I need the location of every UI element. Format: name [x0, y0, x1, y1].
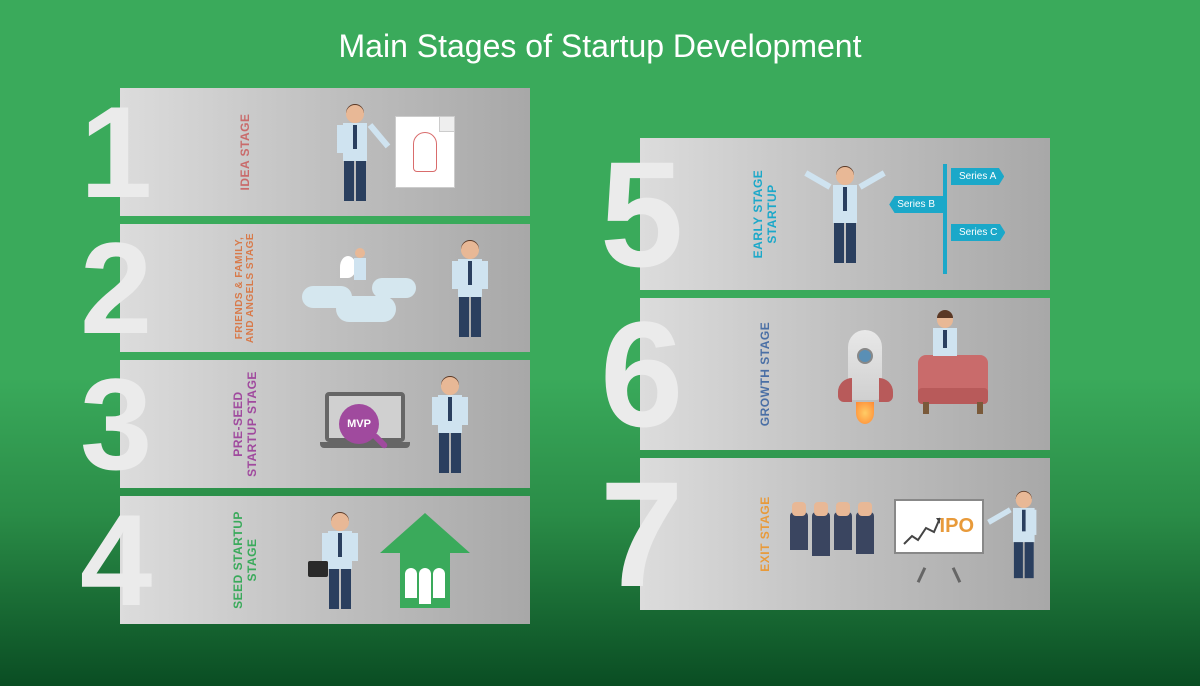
stage-number: 6: [600, 299, 683, 449]
arrow-up-team-icon: [380, 513, 470, 608]
stage-number: 2: [80, 223, 152, 353]
stage-number: 4: [80, 495, 152, 625]
person-icon: [450, 241, 490, 336]
paper-rocket-sketch-icon: [395, 116, 455, 188]
person-in-chair-icon: [913, 334, 993, 414]
stage-illustration-growth: [790, 298, 1040, 450]
ipo-text: IPO: [940, 515, 974, 538]
stage-number: 5: [600, 139, 683, 289]
rocket-icon: [838, 324, 893, 424]
chart-up-icon: [902, 514, 942, 546]
person-icon: [430, 377, 470, 472]
signpost-icon: Series A Series B Series C: [885, 154, 1005, 274]
ipo-board-icon: IPO: [894, 499, 984, 569]
stage-card-1: 1 IDEA STAGE: [120, 88, 530, 216]
stage-label: SEED STARTUP STAGE: [231, 500, 259, 620]
stage-number: 7: [600, 459, 683, 609]
stage-card-5: 5 EARLY STAGE STARTUP Series A Series B …: [640, 138, 1050, 290]
stage-illustration-idea: [270, 88, 520, 216]
stage-card-4: 4 SEED STARTUP STAGE: [120, 496, 530, 624]
stage-illustration-angels: [270, 224, 520, 352]
stage-label: FRIENDS & FAMILY, AND ANGELS STAGE: [234, 228, 256, 348]
stage-number: 1: [80, 87, 152, 217]
person-icon: [1006, 491, 1038, 577]
stage-card-6: 6 GROWTH STAGE: [640, 298, 1050, 450]
stage-illustration-mvp: MVP: [270, 360, 520, 488]
stage-label: IDEA STAGE: [238, 92, 252, 212]
stage-illustration-seed: [270, 496, 520, 624]
stage-illustration-series: Series A Series B Series C: [790, 138, 1040, 290]
stage-card-3: 3 PRE-SEED STARTUP STAGE MVP: [120, 360, 530, 488]
sign-series-a: Series A: [951, 168, 1004, 185]
stage-label: EARLY STAGE STARTUP: [751, 154, 779, 274]
stage-card-7: 7 EXIT STAGE IPO: [640, 458, 1050, 610]
person-icon: [320, 513, 360, 608]
angel-icon: [350, 248, 370, 288]
page-title: Main Stages of Startup Development: [0, 28, 1200, 65]
sign-series-b: Series B: [889, 196, 943, 213]
laptop-mvp-icon: MVP: [320, 392, 410, 457]
stage-card-2: 2 FRIENDS & FAMILY, AND ANGELS STAGE: [120, 224, 530, 352]
stage-illustration-exit: IPO: [790, 458, 1040, 610]
right-column: 5 EARLY STAGE STARTUP Series A Series B …: [640, 138, 1050, 610]
person-icon: [335, 105, 375, 200]
stage-number: 3: [80, 359, 152, 489]
clouds-icon: [300, 248, 430, 328]
raised-hands-icon: [790, 512, 874, 556]
stage-label: GROWTH STAGE: [758, 314, 772, 434]
left-column: 1 IDEA STAGE 2 FRIENDS & FAMILY, AND ANG…: [120, 88, 530, 624]
stage-label: EXIT STAGE: [758, 474, 772, 594]
person-icon: [825, 167, 865, 262]
stage-label: PRE-SEED STARTUP STAGE: [231, 364, 259, 484]
sign-series-c: Series C: [951, 224, 1005, 241]
